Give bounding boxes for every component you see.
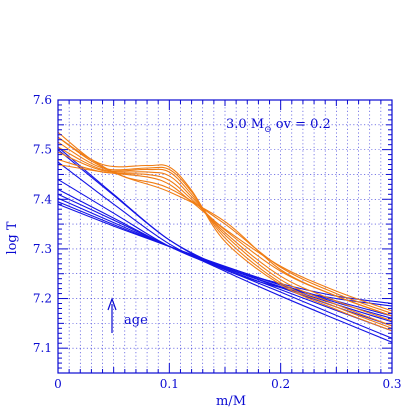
y-tick-label: 7.1 (33, 341, 52, 355)
x-tick-label: 0.3 (382, 377, 401, 391)
age-arrow (107, 297, 117, 333)
x-axis-title: m/M (216, 394, 246, 409)
age-label: age (124, 313, 148, 328)
series-group (57, 131, 393, 343)
grid (58, 100, 392, 373)
series-line-blue (57, 201, 393, 319)
x-tick-label: 0.2 (271, 377, 290, 391)
y-tick-label: 7.4 (33, 192, 52, 206)
tick-labels: 0 0.1 0.2 0.3 7.1 7.2 7.3 7.4 7.5 7.6 (33, 93, 402, 391)
series-line-orange (57, 136, 393, 332)
series-line-blue (57, 146, 393, 307)
series-line-orange (57, 151, 393, 322)
series-line-blue (57, 161, 393, 343)
y-tick-label: 7.3 (33, 242, 52, 256)
y-tick-label: 7.5 (33, 143, 52, 157)
series-line-orange (57, 136, 393, 314)
series-line-orange (57, 146, 393, 327)
series-line-blue (57, 188, 393, 332)
plot-frame (57, 99, 393, 374)
ticks (57, 99, 393, 374)
y-tick-label: 7.2 (33, 292, 52, 306)
chart-annotation: 3.0 M⊙ ov = 0.2 (226, 117, 331, 135)
y-tick-label: 7.6 (33, 93, 52, 107)
y-axis-title: log T (5, 221, 20, 254)
series-line-orange (57, 141, 393, 329)
x-tick-label: 0 (54, 377, 62, 391)
x-tick-label: 0.1 (160, 377, 179, 391)
